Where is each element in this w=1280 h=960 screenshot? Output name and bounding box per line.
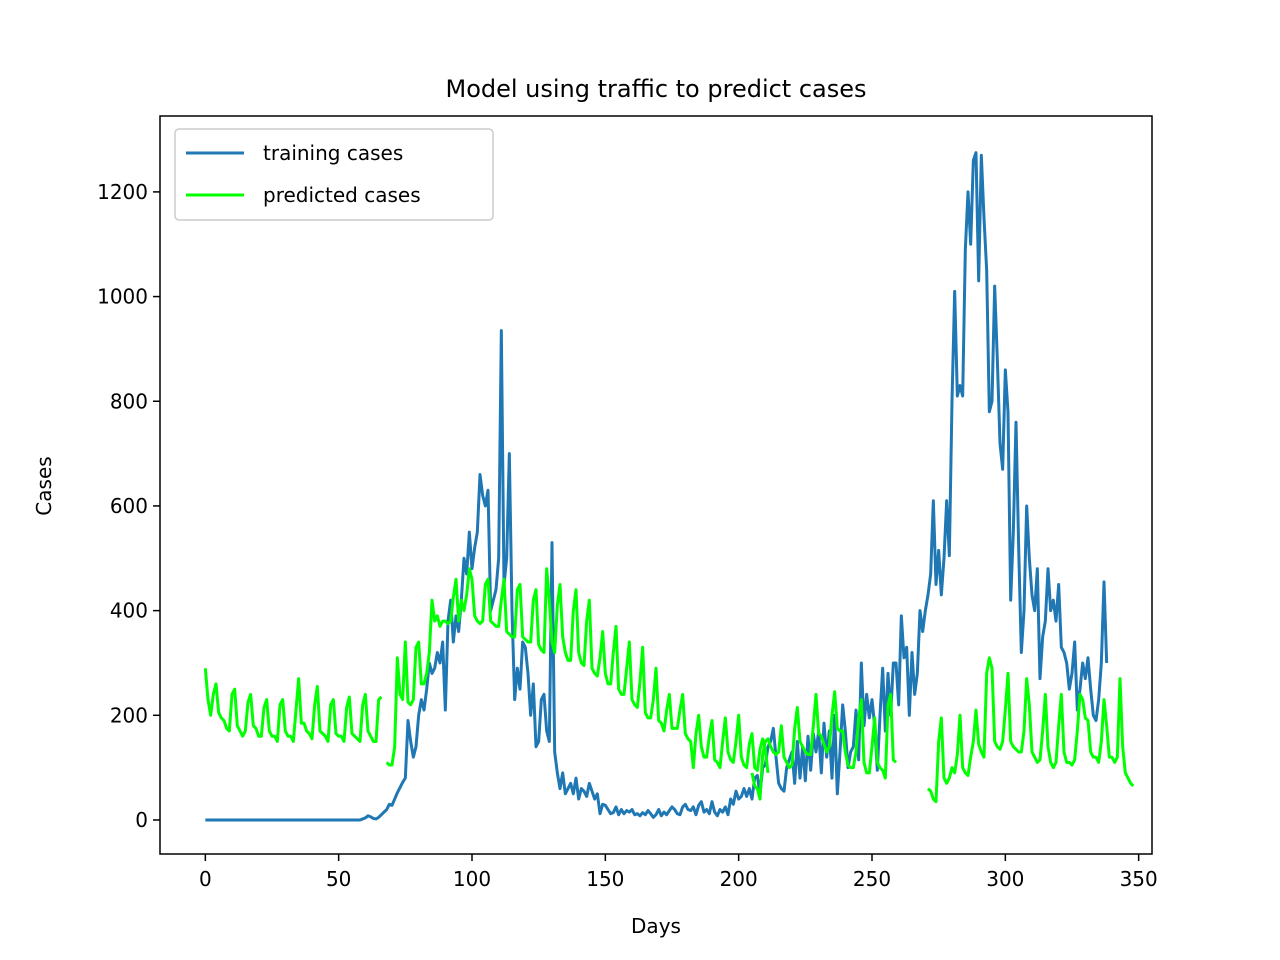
y-tick-label: 200 [110,703,148,727]
series-line-training-cases [205,151,1109,822]
y-tick-label: 800 [110,389,148,413]
x-tick-label: 100 [453,867,491,891]
y-axis-title: Cases [32,456,56,515]
plot-frame [159,115,1153,855]
x-tick-label: 300 [986,867,1024,891]
x-tick-label: 200 [720,867,758,891]
y-tick-label: 1000 [97,285,148,309]
chart-title: Model using traffic to predict cases [445,75,866,103]
series-line-predicted-cases [385,567,770,774]
x-tick-label: 250 [853,867,891,891]
y-axis: 0 200 400 600 800 1000 1200 [97,180,160,832]
legend-label-predicted-cases: predicted cases [263,183,421,207]
legend-label-training-cases: training cases [263,141,403,165]
series-line-predicted-cases [203,668,383,743]
x-tick-label: 350 [1120,867,1158,891]
legend: training cases predicted cases [174,128,494,221]
series-layer [203,151,1135,822]
x-tick-label: 0 [199,867,212,891]
x-tick-label: 50 [326,867,351,891]
y-tick-label: 1200 [97,180,148,204]
x-axis-title: Days [631,914,681,938]
x-axis: 0 50 100 150 200 250 300 350 [199,854,1158,891]
y-tick-label: 0 [135,808,148,832]
series-line-predicted-cases [926,656,1135,804]
y-tick-label: 400 [110,599,148,623]
series-line-predicted-cases [750,690,898,801]
legend-box [174,128,494,221]
x-tick-label: 150 [586,867,624,891]
y-tick-label: 600 [110,494,148,518]
